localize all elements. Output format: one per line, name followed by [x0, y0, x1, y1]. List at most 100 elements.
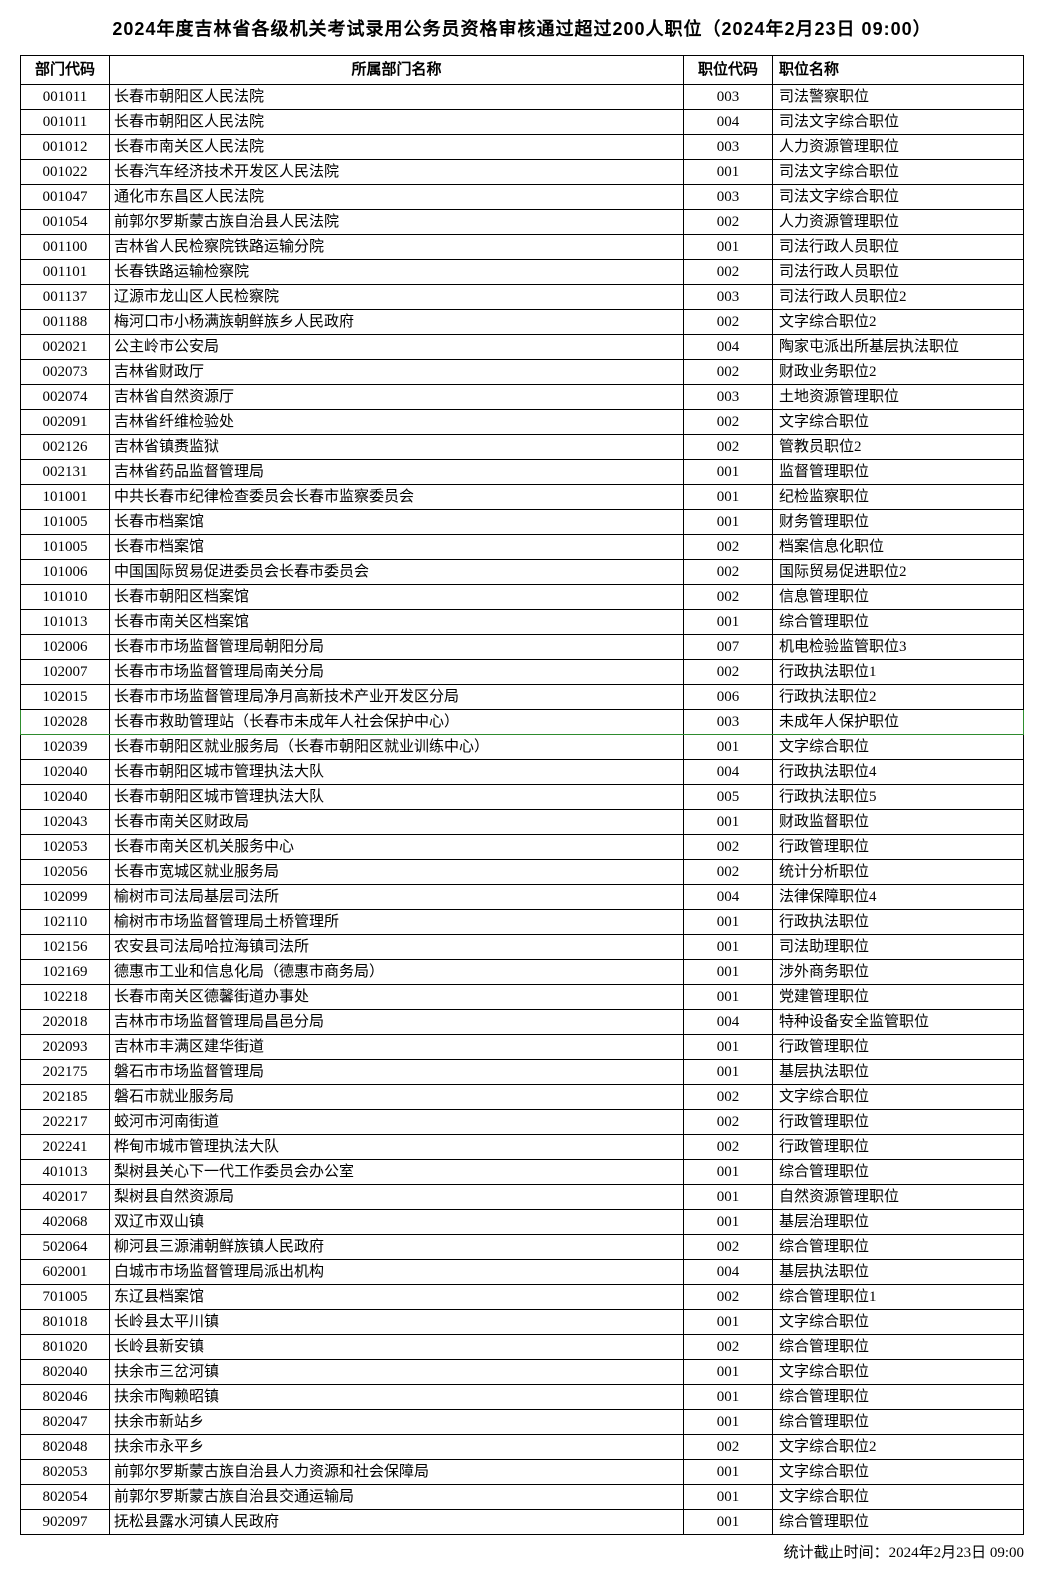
- cell-dept-name: 长春市南关区机关服务中心: [110, 835, 684, 860]
- cell-dept-code: 001022: [21, 160, 110, 185]
- cell-dept-code: 802046: [21, 1385, 110, 1410]
- cell-dept-code: 502064: [21, 1235, 110, 1260]
- cell-dept-name: 中共长春市纪律检查委员会长春市监察委员会: [110, 485, 684, 510]
- table-row: 002074吉林省自然资源厅003土地资源管理职位: [21, 385, 1024, 410]
- table-row: 801018长岭县太平川镇001文字综合职位: [21, 1310, 1024, 1335]
- cell-pos-name: 档案信息化职位: [773, 535, 1024, 560]
- cell-dept-code: 801018: [21, 1310, 110, 1335]
- cell-pos-code: 002: [684, 835, 773, 860]
- cell-dept-name: 梅河口市小杨满族朝鲜族乡人民政府: [110, 310, 684, 335]
- cell-dept-name: 长春市朝阳区档案馆: [110, 585, 684, 610]
- cell-pos-name: 行政管理职位: [773, 1110, 1024, 1135]
- header-dept-code: 部门代码: [21, 56, 110, 85]
- cell-pos-name: 统计分析职位: [773, 860, 1024, 885]
- cell-dept-code: 401013: [21, 1160, 110, 1185]
- cell-pos-name: 行政管理职位: [773, 1135, 1024, 1160]
- cell-pos-name: 自然资源管理职位: [773, 1185, 1024, 1210]
- table-row: 102028长春市救助管理站（长春市未成年人社会保护中心）003未成年人保护职位: [21, 710, 1024, 735]
- cell-dept-name: 桦甸市城市管理执法大队: [110, 1135, 684, 1160]
- cell-dept-name: 长春市朝阳区就业服务局（长春市朝阳区就业训练中心）: [110, 735, 684, 760]
- cell-pos-code: 004: [684, 760, 773, 785]
- cell-pos-code: 002: [684, 1110, 773, 1135]
- cell-dept-code: 102028: [21, 710, 110, 735]
- cell-dept-code: 001011: [21, 85, 110, 110]
- cell-dept-name: 东辽县档案馆: [110, 1285, 684, 1310]
- cell-pos-name: 国际贸易促进职位2: [773, 560, 1024, 585]
- cell-dept-code: 701005: [21, 1285, 110, 1310]
- table-row: 502064柳河县三源浦朝鲜族镇人民政府002综合管理职位: [21, 1235, 1024, 1260]
- cell-pos-name: 信息管理职位: [773, 585, 1024, 610]
- cell-pos-name: 管教员职位2: [773, 435, 1024, 460]
- table-row: 001011长春市朝阳区人民法院004司法文字综合职位: [21, 110, 1024, 135]
- cell-dept-name: 长春市救助管理站（长春市未成年人社会保护中心）: [110, 710, 684, 735]
- table-row: 102040长春市朝阳区城市管理执法大队004行政执法职位4: [21, 760, 1024, 785]
- cell-pos-name: 文字综合职位: [773, 410, 1024, 435]
- cell-pos-name: 行政管理职位: [773, 835, 1024, 860]
- table-row: 202217蛟河市河南街道002行政管理职位: [21, 1110, 1024, 1135]
- cell-pos-name: 司法助理职位: [773, 935, 1024, 960]
- cell-pos-code: 002: [684, 1085, 773, 1110]
- cell-pos-name: 文字综合职位: [773, 1360, 1024, 1385]
- cell-pos-name: 土地资源管理职位: [773, 385, 1024, 410]
- cell-dept-code: 101005: [21, 535, 110, 560]
- cell-dept-name: 长春市市场监督管理局净月高新技术产业开发区分局: [110, 685, 684, 710]
- cell-dept-name: 白城市市场监督管理局派出机构: [110, 1260, 684, 1285]
- cell-dept-code: 101006: [21, 560, 110, 585]
- cell-pos-code: 002: [684, 435, 773, 460]
- table-row: 102056长春市宽城区就业服务局002统计分析职位: [21, 860, 1024, 885]
- cell-dept-code: 802053: [21, 1460, 110, 1485]
- cell-dept-name: 辽源市龙山区人民检察院: [110, 285, 684, 310]
- cell-pos-code: 002: [684, 210, 773, 235]
- cell-pos-code: 005: [684, 785, 773, 810]
- cell-pos-name: 行政执法职位4: [773, 760, 1024, 785]
- cell-dept-code: 802048: [21, 1435, 110, 1460]
- cell-pos-name: 文字综合职位2: [773, 310, 1024, 335]
- cell-pos-code: 002: [684, 860, 773, 885]
- cell-dept-code: 802040: [21, 1360, 110, 1385]
- table-row: 101010长春市朝阳区档案馆002信息管理职位: [21, 585, 1024, 610]
- cell-pos-name: 文字综合职位: [773, 1460, 1024, 1485]
- cell-pos-code: 001: [684, 1060, 773, 1085]
- cell-pos-code: 003: [684, 385, 773, 410]
- cell-dept-name: 前郭尔罗斯蒙古族自治县交通运输局: [110, 1485, 684, 1510]
- cell-pos-name: 行政管理职位: [773, 1035, 1024, 1060]
- table-row: 602001白城市市场监督管理局派出机构004基层执法职位: [21, 1260, 1024, 1285]
- cell-pos-name: 司法行政人员职位2: [773, 285, 1024, 310]
- cell-pos-code: 001: [684, 510, 773, 535]
- cell-dept-code: 002131: [21, 460, 110, 485]
- cell-pos-code: 002: [684, 1435, 773, 1460]
- cell-pos-code: 001: [684, 735, 773, 760]
- cell-dept-name: 长春市宽城区就业服务局: [110, 860, 684, 885]
- cell-dept-name: 公主岭市公安局: [110, 335, 684, 360]
- table-row: 001022长春汽车经济技术开发区人民法院001司法文字综合职位: [21, 160, 1024, 185]
- cell-pos-name: 基层执法职位: [773, 1060, 1024, 1085]
- cell-pos-code: 002: [684, 560, 773, 585]
- cell-dept-name: 长春市档案馆: [110, 535, 684, 560]
- cell-dept-name: 扶余市三岔河镇: [110, 1360, 684, 1385]
- table-row: 701005东辽县档案馆002综合管理职位1: [21, 1285, 1024, 1310]
- cell-dept-code: 001011: [21, 110, 110, 135]
- table-row: 101006中国国际贸易促进委员会长春市委员会002国际贸易促进职位2: [21, 560, 1024, 585]
- cell-dept-code: 002126: [21, 435, 110, 460]
- table-row: 802053前郭尔罗斯蒙古族自治县人力资源和社会保障局001文字综合职位: [21, 1460, 1024, 1485]
- cell-pos-code: 001: [684, 485, 773, 510]
- cell-pos-code: 004: [684, 1260, 773, 1285]
- cell-pos-name: 人力资源管理职位: [773, 135, 1024, 160]
- cell-dept-name: 吉林市市场监督管理局昌邑分局: [110, 1010, 684, 1035]
- cell-dept-code: 602001: [21, 1260, 110, 1285]
- cell-dept-code: 101013: [21, 610, 110, 635]
- cell-dept-name: 磐石市市场监督管理局: [110, 1060, 684, 1085]
- table-row: 001054前郭尔罗斯蒙古族自治县人民法院002人力资源管理职位: [21, 210, 1024, 235]
- cell-pos-code: 002: [684, 535, 773, 560]
- cell-pos-name: 司法行政人员职位: [773, 260, 1024, 285]
- table-row: 202241桦甸市城市管理执法大队002行政管理职位: [21, 1135, 1024, 1160]
- cell-pos-code: 004: [684, 1010, 773, 1035]
- table-row: 402068双辽市双山镇001基层治理职位: [21, 1210, 1024, 1235]
- cell-pos-code: 001: [684, 1210, 773, 1235]
- cell-dept-code: 802047: [21, 1410, 110, 1435]
- cell-dept-name: 蛟河市河南街道: [110, 1110, 684, 1135]
- table-row: 102156农安县司法局哈拉海镇司法所001司法助理职位: [21, 935, 1024, 960]
- cell-pos-code: 002: [684, 410, 773, 435]
- cell-pos-name: 司法文字综合职位: [773, 160, 1024, 185]
- table-row: 102015长春市市场监督管理局净月高新技术产业开发区分局006行政执法职位2: [21, 685, 1024, 710]
